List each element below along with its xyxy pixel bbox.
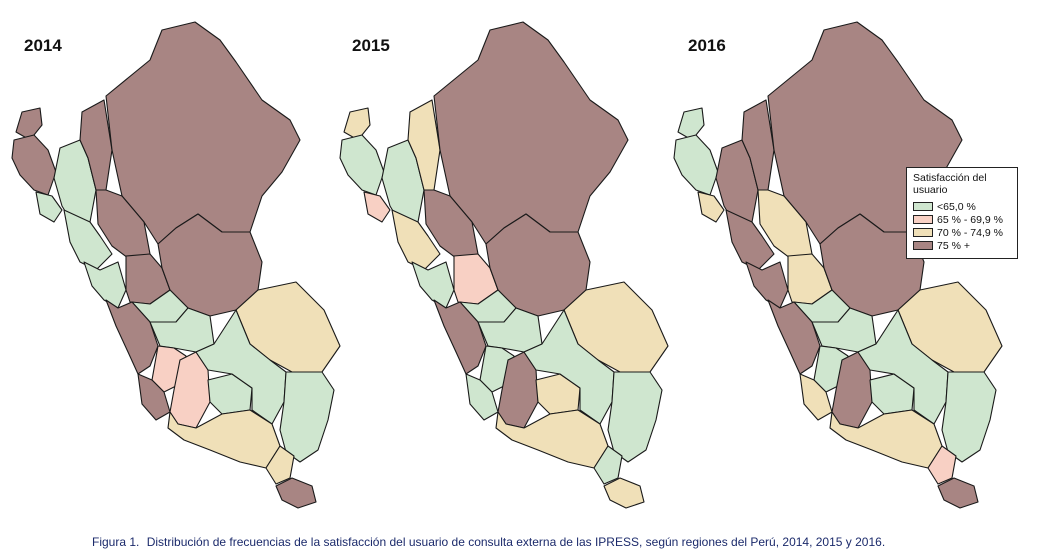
region-la-libertad [391,209,441,271]
region-moquegua [265,445,295,485]
legend-item-65-69: 65 % - 69,9 % [913,213,1011,226]
map-2014 [11,21,341,509]
map-2016 [673,21,1003,509]
region-ancash [745,261,789,309]
legend-item-below-65: <65,0 % [913,200,1011,213]
region-piura [11,134,57,196]
region-tacna [603,477,645,509]
region-lambayeque [363,191,391,223]
region-la-libertad [725,209,775,271]
region-lima [433,299,487,375]
legend-swatch [913,215,933,224]
figure-caption-text: Distribución de frecuencias de la satisf… [146,535,886,549]
legend-label: 65 % - 69,9 % [937,213,1003,226]
legend-label: <65,0 % [937,200,976,213]
region-piura [339,134,385,196]
year-label-2016: 2016 [688,36,726,55]
region-ancash [411,261,455,309]
region-moquegua [927,445,957,485]
legend-item-70-74: 70 % - 74,9 % [913,226,1011,239]
year-label-2014: 2014 [24,36,62,55]
map-2015 [339,21,669,509]
region-lambayeque [697,191,725,223]
region-ancash [83,261,127,309]
legend-swatch [913,202,933,211]
legend-swatch [913,241,933,250]
legend-label: 75 % + [937,239,970,252]
region-puno [941,371,997,463]
region-lambayeque [35,191,63,223]
region-lima [105,299,159,375]
figure-caption: Figura 1. Distribución de frecuencias de… [92,535,885,549]
region-tacna [937,477,979,509]
region-lima [767,299,821,375]
region-puno [279,371,335,463]
region-puno [607,371,663,463]
region-tacna [275,477,317,509]
legend: Satisfacción del usuario <65,0 % 65 % - … [906,167,1018,259]
region-loreto [433,21,629,245]
legend-title: Satisfacción del usuario [913,172,987,196]
region-loreto [105,21,301,245]
legend-item-75-plus: 75 % + [913,239,1011,252]
legend-swatch [913,228,933,237]
region-tumbes [343,107,371,141]
region-moquegua [593,445,623,485]
year-label-2015: 2015 [352,36,390,55]
region-piura [673,134,719,196]
figure-label: Figura 1. [92,535,140,549]
region-la-libertad [63,209,113,271]
region-tumbes [15,107,43,141]
legend-label: 70 % - 74,9 % [937,226,1003,239]
region-tumbes [677,107,705,141]
